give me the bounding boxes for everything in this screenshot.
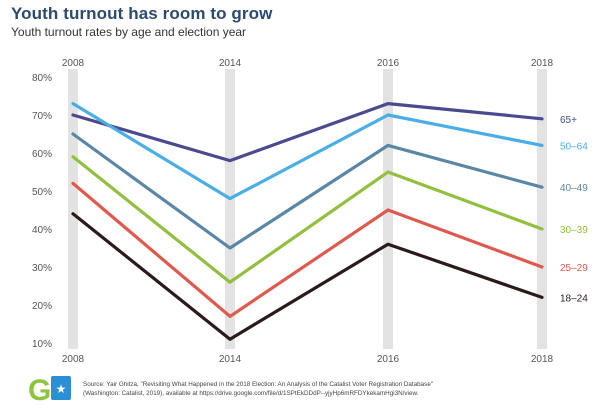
x-tick-label-top: 2018	[531, 58, 554, 69]
year-band-2008	[68, 69, 78, 349]
y-tick-label: 20%	[32, 301, 52, 312]
source-note: Source: Yair Ghitza, "Revisiting What Ha…	[83, 380, 588, 398]
series-line-1	[71, 101, 544, 201]
series-labels: 65+ 50–64 40–49 30–39 25–29 18–24	[560, 115, 588, 305]
series-label-5: 18–24	[560, 293, 588, 304]
y-tick-label: 50%	[32, 187, 52, 198]
y-tick-label: 30%	[32, 263, 52, 274]
series-lines	[71, 101, 544, 341]
y-tick-label: 10%	[32, 339, 52, 350]
year-band-2014	[225, 69, 235, 349]
year-band-2018	[537, 69, 547, 349]
x-tick-label-bottom: 2008	[62, 354, 85, 365]
series-label-1: 50–64	[560, 141, 588, 152]
chart-subtitle: Youth turnout rates by age and election …	[11, 25, 247, 39]
x-tick-label-bottom: 2014	[219, 354, 242, 365]
chart-title: Youth turnout has room to grow	[11, 4, 273, 23]
y-axis: 10% 20% 30% 40% 50% 60% 70% 80%	[32, 73, 52, 350]
gp-logo: G ★	[28, 374, 71, 403]
y-tick-label: 70%	[32, 111, 52, 122]
y-tick-label: 60%	[32, 149, 52, 160]
series-line-4	[71, 181, 544, 318]
x-axis-top: 2008 2014 2016 2018	[62, 58, 554, 69]
series-label-4: 25–29	[560, 263, 588, 274]
series-line-5	[71, 212, 544, 341]
series-line-0	[71, 101, 544, 163]
series-label-3: 30–39	[560, 225, 588, 236]
x-tick-label-bottom: 2018	[531, 354, 554, 365]
svg-text:★: ★	[56, 382, 67, 396]
x-tick-label-top: 2016	[377, 58, 400, 69]
x-axis-bottom: 2008 2014 2016 2018	[62, 354, 554, 365]
series-line-2	[71, 132, 544, 250]
series-line-3	[71, 155, 544, 284]
line-chart: 10% 20% 30% 40% 50% 60% 70% 80% 2008 2014 2016 201…	[32, 58, 588, 365]
series-label-2: 40–49	[560, 183, 588, 194]
x-tick-label-bottom: 2016	[377, 354, 400, 365]
source-line-1: Source: Yair Ghitza, "Revisiting What Ha…	[83, 381, 434, 388]
x-tick-label-top: 2014	[219, 58, 242, 69]
svg-text:G: G	[28, 374, 51, 403]
source-line-2: (Washington: Catalist, 2019), available …	[83, 390, 419, 397]
y-tick-label: 80%	[32, 73, 52, 84]
series-label-0: 65+	[560, 115, 577, 126]
y-tick-label: 40%	[32, 225, 52, 236]
x-tick-label-top: 2008	[62, 58, 85, 69]
